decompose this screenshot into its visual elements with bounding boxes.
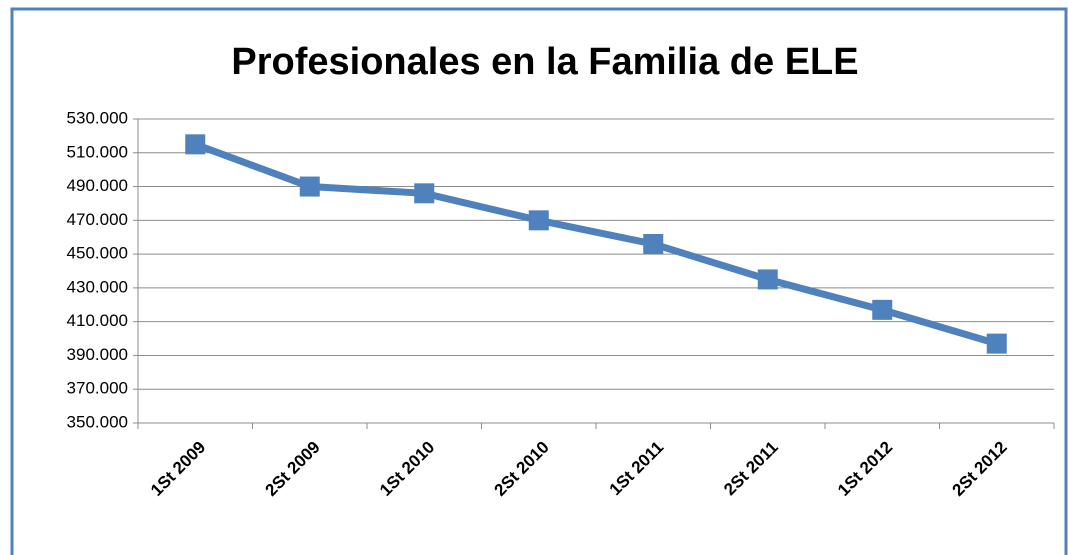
y-tick-label: 450.000	[67, 244, 128, 263]
y-tick-label: 490.000	[67, 176, 128, 195]
y-tick-label: 350.000	[67, 412, 128, 431]
y-tick-label: 430.000	[67, 277, 128, 296]
data-point	[299, 176, 320, 197]
data-point	[757, 269, 778, 290]
data-point	[872, 299, 893, 320]
data-point	[414, 183, 435, 204]
y-tick-label: 390.000	[67, 345, 128, 364]
data-point	[643, 233, 664, 254]
y-tick-label: 530.000	[67, 108, 128, 127]
y-tick-label: 470.000	[67, 210, 128, 229]
data-point	[986, 333, 1007, 354]
data-line	[194, 141, 998, 347]
chart-title: Profesionales en la Familia de ELE	[231, 41, 858, 83]
y-tick-label: 410.000	[67, 311, 128, 330]
chart-frame	[10, 7, 1068, 555]
data-point	[528, 210, 549, 231]
data-point	[185, 134, 206, 155]
y-tick-label: 510.000	[67, 142, 128, 161]
y-tick-label: 370.000	[67, 379, 128, 398]
